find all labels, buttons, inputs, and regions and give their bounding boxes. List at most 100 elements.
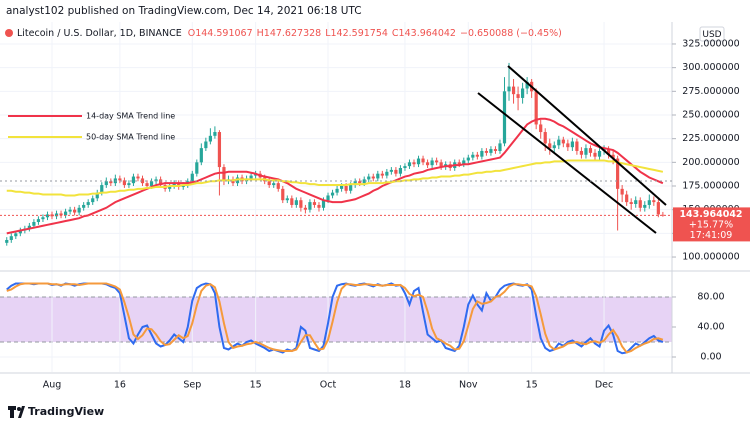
candle-body xyxy=(172,183,176,187)
candle-body xyxy=(27,225,31,229)
candle-body xyxy=(611,154,615,159)
candle-body xyxy=(195,162,199,174)
unit-box xyxy=(699,26,725,42)
candle-body xyxy=(204,141,208,149)
candle-body xyxy=(593,152,597,157)
candle-body xyxy=(95,192,99,199)
candle-body xyxy=(208,135,212,142)
candle-body xyxy=(502,91,507,144)
candle-body xyxy=(326,195,330,201)
candle-body xyxy=(59,213,63,216)
candle-body xyxy=(149,181,154,187)
x-tick-label: 16 xyxy=(114,380,126,391)
x-tick-label: Nov xyxy=(459,380,478,391)
candle-body xyxy=(407,162,412,167)
legend-label: 14-day SMA Trend line xyxy=(86,112,175,121)
candle-body xyxy=(367,176,371,180)
candle-body xyxy=(498,143,502,151)
candle-body xyxy=(625,194,629,203)
symbol: Litecoin / U.S. Dollar, 1D, BINANCE xyxy=(17,28,182,39)
legend-label: 50-day SMA Trend line xyxy=(86,133,175,142)
candle-body xyxy=(330,192,335,196)
candle-body xyxy=(416,158,421,165)
candle-body xyxy=(489,149,493,153)
candle-body xyxy=(68,209,72,212)
candle-body xyxy=(73,209,77,213)
candle-body xyxy=(344,186,348,191)
candle-body xyxy=(466,157,470,161)
candle-body xyxy=(362,179,366,184)
candle-body xyxy=(127,183,131,186)
candle-body xyxy=(561,139,565,144)
candle-body xyxy=(439,162,443,168)
candle-body xyxy=(421,158,425,163)
candle-body xyxy=(579,150,584,155)
high: H147.627328 xyxy=(257,28,322,39)
sma-line xyxy=(6,117,664,235)
candle-body xyxy=(385,171,389,176)
legend-line: Litecoin / U.S. Dollar, 1D, BINANCE O144.… xyxy=(17,28,562,39)
sma-line xyxy=(6,159,664,197)
candle-body xyxy=(507,86,511,92)
candle-body xyxy=(32,221,36,226)
candle-body xyxy=(335,188,339,193)
candle-body xyxy=(54,213,59,217)
candle-body xyxy=(14,233,18,237)
y-tick-label: 325.000000 xyxy=(682,38,739,49)
candle-body xyxy=(272,183,276,186)
candle-body xyxy=(317,204,321,208)
logo xyxy=(8,406,25,418)
candle-body xyxy=(86,202,90,205)
candle-body xyxy=(45,214,50,218)
y-tick-label: 300.000000 xyxy=(682,62,739,73)
candle-body xyxy=(652,200,656,203)
candle-body xyxy=(122,180,126,186)
candle-body xyxy=(516,94,520,98)
candle-body xyxy=(525,81,529,89)
y-tick-label: 40.00 xyxy=(697,321,724,332)
candle-body xyxy=(131,176,136,184)
close: C143.964042 xyxy=(392,28,456,39)
candle-body xyxy=(462,160,466,165)
countdown: 17:41:09 xyxy=(690,230,733,241)
candle-body xyxy=(249,175,253,179)
y-tick-label: 275.000000 xyxy=(682,86,739,97)
candle-body xyxy=(100,185,104,193)
candle-body xyxy=(606,149,611,155)
candle-body xyxy=(656,202,660,215)
candle-body xyxy=(308,202,312,210)
candle-body xyxy=(290,198,294,205)
candle-body xyxy=(281,188,285,201)
candle-body xyxy=(471,154,475,158)
channel-line xyxy=(507,65,667,206)
candle-body xyxy=(634,200,638,204)
candle-body xyxy=(425,162,430,166)
y-tick-label: 175.000000 xyxy=(682,181,739,192)
x-tick-label: Aug xyxy=(43,380,62,391)
candle-body xyxy=(575,141,579,151)
footer-brand: TradingView xyxy=(28,405,104,418)
candle-body xyxy=(303,207,307,210)
candle-body xyxy=(643,204,647,208)
candle-body xyxy=(36,219,41,222)
candle-body xyxy=(493,149,498,151)
y-tick-label: 225.000000 xyxy=(682,133,739,144)
candle-body xyxy=(521,88,525,98)
candle-body xyxy=(222,167,226,182)
last-price-label: 143.964042 xyxy=(679,209,742,220)
candle-body xyxy=(557,139,561,146)
candle-body xyxy=(145,183,149,187)
x-tick-label: Oct xyxy=(320,380,337,391)
candle-body xyxy=(548,143,552,149)
candle-body xyxy=(18,230,22,234)
candle-body xyxy=(276,183,280,189)
x-tick-label: Sep xyxy=(183,380,201,391)
candle-body xyxy=(190,173,194,182)
candle-body xyxy=(566,143,570,148)
candle-body xyxy=(457,162,461,165)
candle-body xyxy=(91,198,95,203)
candle-body xyxy=(480,150,484,157)
candle-body xyxy=(435,160,439,163)
